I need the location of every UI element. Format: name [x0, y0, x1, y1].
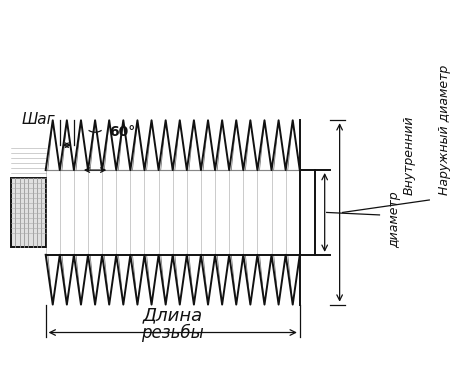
Text: Шаг: Шаг	[21, 112, 55, 127]
Text: 60°: 60°	[109, 125, 135, 139]
Text: Наружный диаметр: Наружный диаметр	[438, 65, 451, 195]
Polygon shape	[11, 178, 46, 247]
Text: Длина: Длина	[143, 307, 203, 324]
Text: резьбы: резьбы	[141, 324, 204, 342]
Text: диаметр: диаметр	[388, 191, 401, 248]
Text: Внутренний: Внутренний	[403, 115, 416, 195]
